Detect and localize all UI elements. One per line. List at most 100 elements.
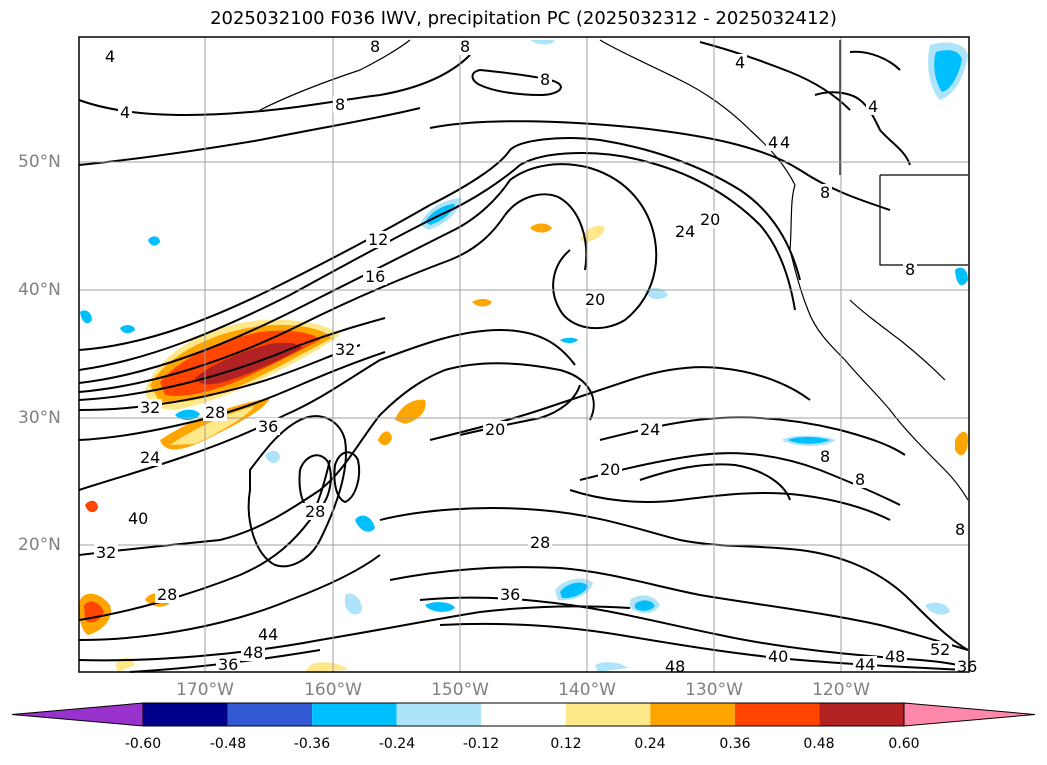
colorbar-tick: -0.12 (462, 736, 500, 752)
lon-label-170w: 170°W (176, 680, 234, 700)
contour-label-bg (598, 461, 622, 478)
contour-label: 4 (735, 53, 745, 72)
contour-label-bg (126, 510, 150, 527)
contour-label-bg (778, 134, 792, 151)
contour-label: 48 (885, 647, 905, 666)
contour-label: 8 (540, 70, 550, 89)
contour-label: 40 (768, 647, 788, 666)
contour-label: 48 (665, 657, 685, 676)
colorbar-swatch (227, 703, 313, 726)
lon-label-160w: 160°W (304, 680, 362, 700)
contour-label: 36 (957, 657, 977, 676)
contour-label-bg (303, 503, 327, 520)
contour-label: 32 (140, 398, 160, 417)
contour-label: 24 (640, 420, 660, 439)
contour-label-bg (733, 54, 747, 71)
contour-label-bg (766, 134, 780, 151)
contour-label-bg (928, 641, 952, 658)
contour-label-bg (583, 291, 607, 308)
contour-label: 52 (930, 640, 950, 659)
contour-label-bg (698, 211, 722, 228)
contour-label: 44 (855, 655, 875, 674)
contour-label-bg (368, 38, 382, 55)
colorbar-swatch (565, 703, 651, 726)
colorbar-tick: 0.36 (719, 736, 751, 752)
contour-label-bg (241, 644, 265, 661)
contour-label-bg (903, 261, 917, 278)
lat-label-40n: 40°N (18, 280, 61, 300)
contour-label: 28 (205, 403, 225, 422)
contour-label: 8 (820, 183, 830, 202)
contour-label-bg (866, 98, 880, 115)
lon-label-120w: 120°W (812, 680, 870, 700)
contour-label: 28 (530, 533, 550, 552)
contour-label: 8 (820, 447, 830, 466)
contour-label-bg (138, 449, 162, 466)
colorbar-tick: -0.24 (378, 736, 416, 752)
contour-label: 24 (140, 448, 160, 467)
contour-label: 8 (335, 95, 345, 114)
colorbar (11, 702, 1036, 727)
contour-label-bg (853, 656, 877, 673)
colorbar-extend-high (903, 702, 1036, 727)
contour-label: 8 (370, 37, 380, 56)
contour-label: 32 (96, 543, 116, 562)
contour-label: 4 (780, 133, 790, 152)
colorbar-swatch (819, 703, 904, 726)
contour-label-bg (94, 544, 118, 561)
contour-label-bg (818, 448, 832, 465)
colorbar-swatch (312, 703, 397, 726)
contour-label: 8 (955, 520, 965, 539)
coastlines (259, 39, 969, 501)
contour-label-bg (363, 268, 387, 285)
contour-label: 36 (258, 417, 278, 436)
contour-label: 4 (868, 97, 878, 116)
contour-label: 4 (768, 133, 778, 152)
contour-label-bg (953, 521, 967, 538)
colorbar-tick: 0.12 (550, 736, 582, 752)
contour-label: 32 (335, 340, 355, 359)
contour-label-bg (155, 586, 179, 603)
contour-label-bg (483, 421, 507, 438)
contour-label: 44 (258, 625, 278, 644)
contour-label-bg (333, 96, 347, 113)
contour-label-bg (216, 656, 240, 673)
contour-label: 8 (460, 37, 470, 56)
contour-label: 28 (157, 585, 177, 604)
contour-label-bg (366, 231, 390, 248)
contour-label: 4 (105, 47, 115, 66)
colorbar-tick: -0.60 (124, 736, 162, 752)
contour-label: 36 (218, 655, 238, 674)
contour-label-bg (458, 38, 472, 55)
contour-label-bg (103, 48, 117, 65)
contour-label: 8 (855, 470, 865, 489)
contour-label-bg (256, 418, 280, 435)
colorbar-swatch (650, 703, 735, 726)
gridlines (79, 37, 969, 672)
plot-border (78, 36, 970, 673)
contour-label-bg (333, 341, 357, 358)
colorbar-swatch (396, 703, 482, 726)
precip-positive-shading (79, 223, 968, 672)
contour-label-bg (818, 184, 832, 201)
lat-label-30n: 30°N (18, 408, 61, 428)
contour-label: 4 (120, 103, 130, 122)
contour-label: 8 (905, 260, 915, 279)
contour-label-bg (663, 658, 687, 675)
contour-label: 20 (700, 210, 720, 229)
contour-label: 28 (305, 502, 325, 521)
contour-label-bg (256, 626, 280, 643)
contour-label-bg (853, 471, 867, 488)
lat-label-50n: 50°N (18, 152, 61, 172)
lon-label-150w: 150°W (431, 680, 489, 700)
contour-label-bg (203, 404, 227, 421)
contour-label-bg (955, 658, 979, 675)
lat-label-20n: 20°N (18, 535, 61, 555)
colorbar-swatch (734, 703, 820, 726)
contour-label-bg (118, 104, 132, 121)
contour-label: 20 (585, 290, 605, 309)
colorbar-swatch (481, 703, 566, 726)
colorbar-tick: 0.60 (888, 736, 920, 752)
